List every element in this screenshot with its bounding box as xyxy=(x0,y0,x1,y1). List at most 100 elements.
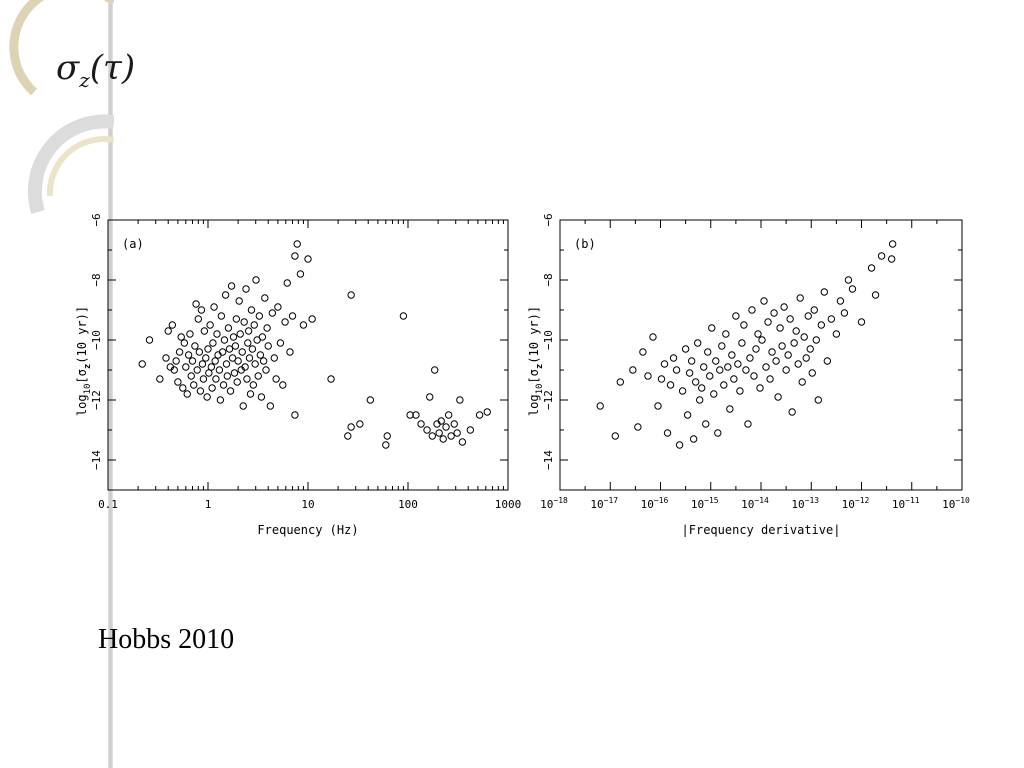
data-point xyxy=(700,363,708,371)
data-point xyxy=(204,345,212,353)
data-point xyxy=(293,240,301,248)
data-point xyxy=(840,309,849,317)
data-point xyxy=(296,270,305,278)
data-point xyxy=(768,348,776,356)
data-point xyxy=(426,393,434,401)
data-point xyxy=(221,291,230,299)
data-point xyxy=(283,279,291,287)
data-point xyxy=(669,354,678,362)
data-point xyxy=(760,297,768,305)
plot-frame xyxy=(559,219,963,491)
data-point xyxy=(258,333,267,341)
data-point xyxy=(215,366,224,374)
data-point xyxy=(657,375,666,383)
data-point xyxy=(732,312,740,320)
data-point xyxy=(444,411,453,419)
data-point xyxy=(770,309,778,317)
data-point xyxy=(399,312,408,320)
data-point xyxy=(162,354,170,362)
data-point xyxy=(689,435,698,443)
data-point xyxy=(262,366,270,374)
data-point xyxy=(255,312,264,320)
data-point xyxy=(417,420,425,428)
data-point xyxy=(291,252,299,260)
data-point xyxy=(720,381,728,389)
data-point xyxy=(762,363,770,371)
data-point xyxy=(738,339,746,347)
data-point xyxy=(239,402,247,410)
panel-label: (b) xyxy=(574,237,596,251)
data-point xyxy=(406,411,414,419)
data-point xyxy=(308,315,316,323)
x-axis-label: Frequency (Hz) xyxy=(257,523,358,537)
data-point xyxy=(299,321,308,329)
data-point xyxy=(788,408,796,416)
x-tick-label: 10−14 xyxy=(741,496,769,511)
data-point xyxy=(685,369,694,377)
x-tick-label: 1000 xyxy=(495,498,522,511)
data-point xyxy=(450,420,458,428)
data-point xyxy=(695,396,704,404)
data-point xyxy=(877,252,886,260)
data-point xyxy=(231,342,240,350)
data-point xyxy=(254,372,262,380)
data-point xyxy=(742,366,750,374)
data-point xyxy=(483,408,491,416)
data-point xyxy=(230,369,239,377)
data-point xyxy=(197,306,206,314)
data-point xyxy=(716,366,724,374)
data-point xyxy=(458,438,467,446)
x-tick-label: 1 xyxy=(205,498,212,511)
data-point xyxy=(817,321,825,329)
data-point xyxy=(202,354,210,362)
data-point xyxy=(228,354,237,362)
data-point xyxy=(264,342,272,350)
data-point xyxy=(752,345,760,353)
data-point xyxy=(235,297,243,305)
data-point xyxy=(456,396,464,404)
y-tick-label: −12 xyxy=(542,390,555,410)
data-point xyxy=(691,378,700,386)
y-tick-label: −14 xyxy=(542,450,555,470)
data-point xyxy=(268,309,277,317)
data-point xyxy=(814,396,822,404)
data-point xyxy=(706,372,714,380)
data-point xyxy=(243,375,251,383)
data-point xyxy=(218,348,227,356)
data-point xyxy=(681,345,690,353)
data-point xyxy=(180,339,189,347)
citation: Hobbs 2010 xyxy=(98,624,235,655)
data-point xyxy=(666,381,675,389)
data-point xyxy=(726,405,734,413)
data-point xyxy=(177,333,185,341)
x-tick-label: 0.1 xyxy=(98,498,118,511)
data-point xyxy=(683,411,692,419)
data-point xyxy=(722,330,730,338)
data-point xyxy=(740,321,748,329)
data-point xyxy=(190,381,198,389)
data-point xyxy=(164,327,172,335)
data-point xyxy=(887,255,896,263)
data-point xyxy=(240,318,248,326)
data-point xyxy=(412,411,420,419)
y-axis-label: log10[σz(10 yr)] xyxy=(527,306,545,416)
data-point xyxy=(871,291,880,299)
slide-title: σz(τ) xyxy=(56,48,135,92)
y-axis-label: log10[σz(10 yr)] xyxy=(75,306,93,416)
data-point xyxy=(213,330,221,338)
data-point xyxy=(214,351,222,359)
data-point xyxy=(644,372,652,380)
data-point xyxy=(786,315,794,323)
x-axis-label: |Frequency derivative| xyxy=(682,523,841,537)
data-point xyxy=(698,384,706,392)
data-point xyxy=(796,294,804,302)
x-tick-label: 10−13 xyxy=(791,496,819,511)
data-point xyxy=(238,348,246,356)
data-point xyxy=(276,339,285,347)
data-point xyxy=(222,360,231,368)
x-tick-label: 10−11 xyxy=(892,496,920,511)
data-point xyxy=(261,294,269,302)
data-point xyxy=(708,324,716,332)
data-point xyxy=(304,255,312,263)
data-point xyxy=(203,393,211,401)
